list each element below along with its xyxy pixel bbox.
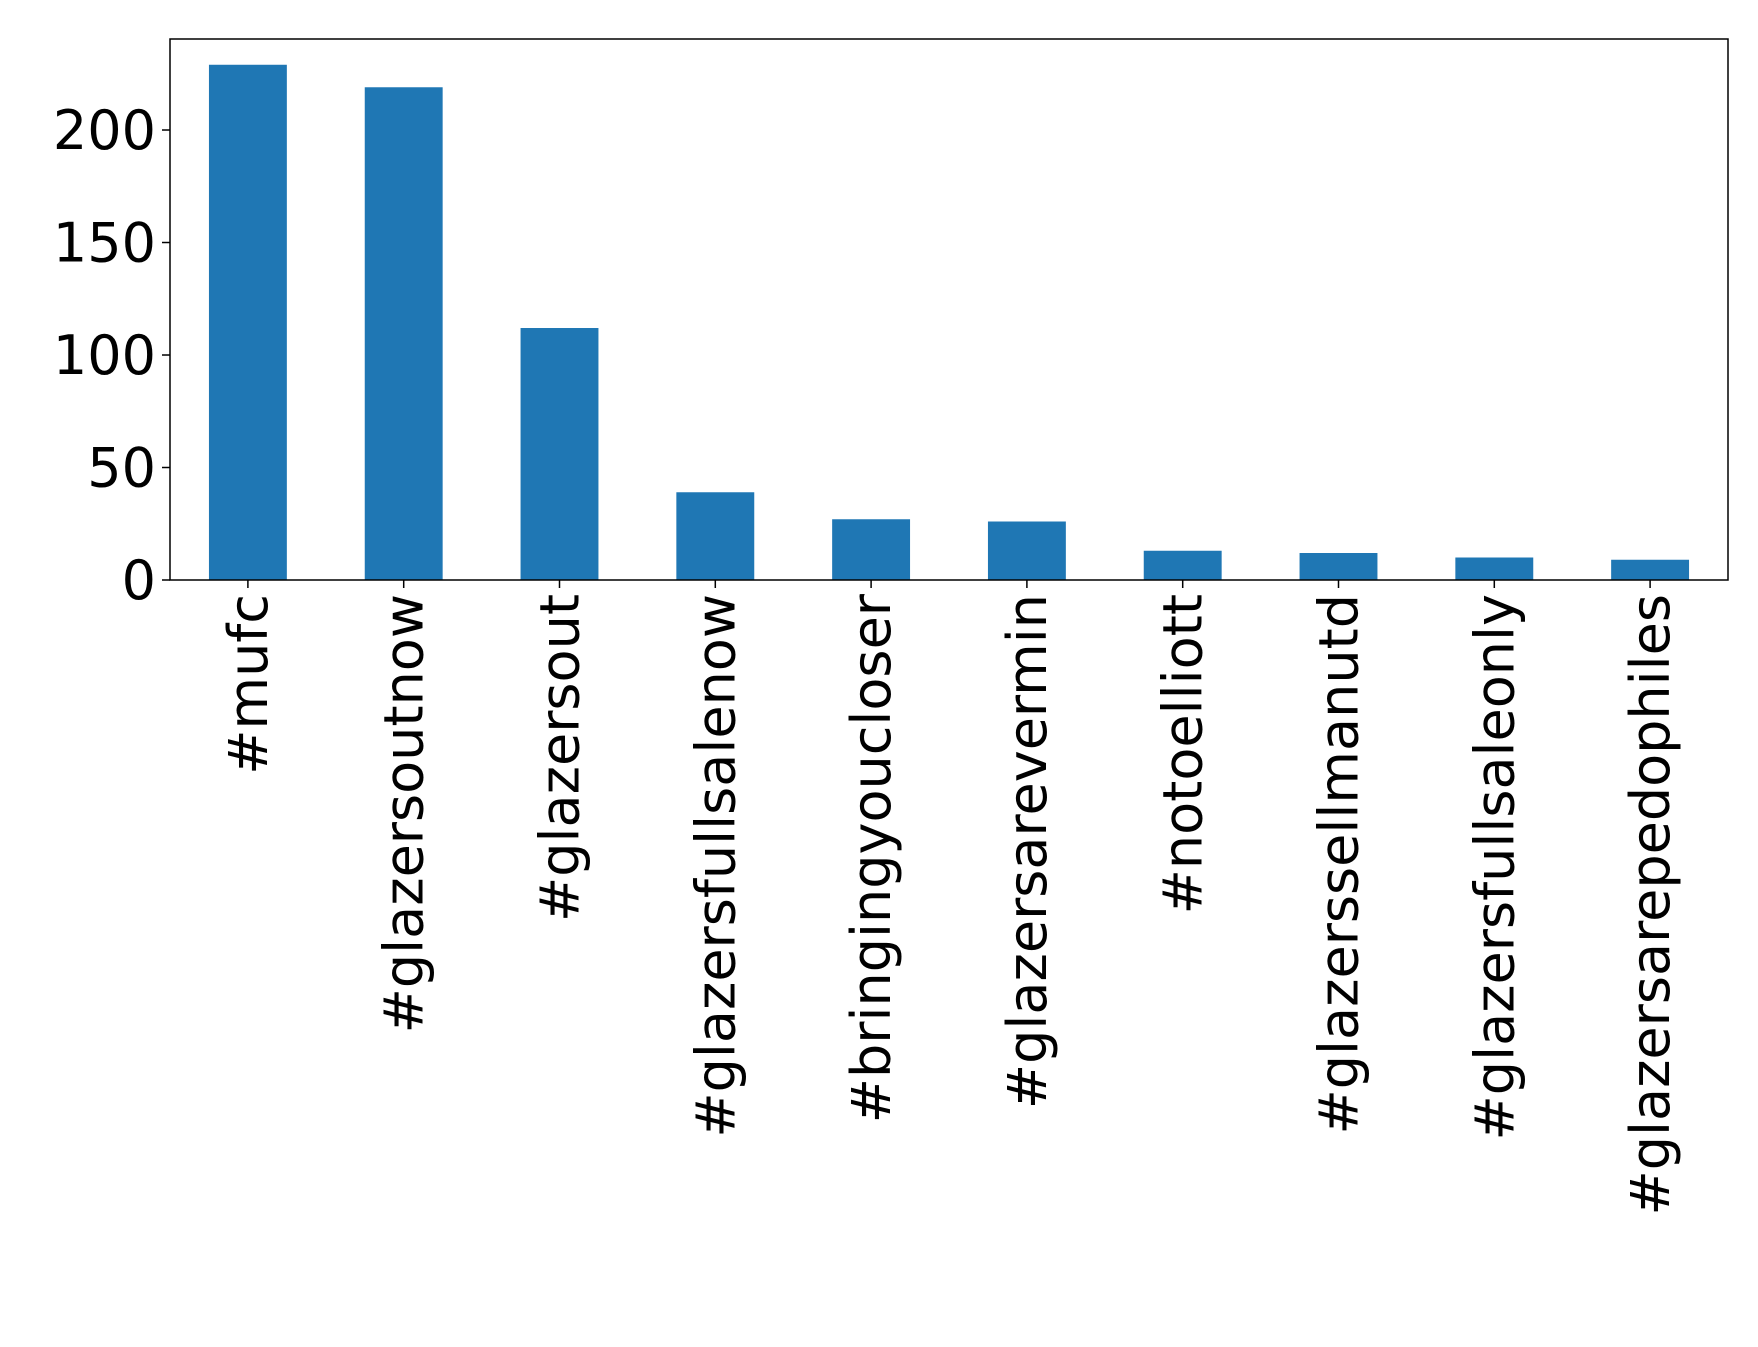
y-tick-label: 50 [87,437,156,500]
x-tick-label: #glazersfullsaleonly [1463,594,1526,1140]
y-tick-label: 0 [122,549,156,612]
y-tick-label: 150 [53,212,156,275]
bar [676,492,755,580]
x-tick-label: #glazersout [529,594,592,922]
y-tick-label: 100 [53,324,156,387]
bar [987,521,1066,580]
x-tick-label: #glazersoutnow [373,594,436,1033]
x-tick-label: #mufc [217,594,280,775]
bar [520,328,599,580]
bar [1455,557,1534,580]
x-tick-label: #bringingyoucloser [840,593,903,1123]
bar [1143,550,1222,580]
bar [208,64,287,580]
x-tick-label: #glazerssellmanutd [1308,594,1371,1134]
x-tick-label: #glazersarepedophiles [1619,594,1682,1216]
x-tick-label: #notoelliott [1152,594,1215,914]
y-tick-label: 200 [53,99,156,162]
x-tick-label: #glazersfullsalenow [684,594,747,1138]
bar [1611,559,1690,580]
bar [832,519,911,580]
bar [1299,553,1378,580]
plot-frame [169,38,1729,581]
x-tick-label: #glazersarevermin [996,594,1059,1109]
bar [364,87,443,580]
